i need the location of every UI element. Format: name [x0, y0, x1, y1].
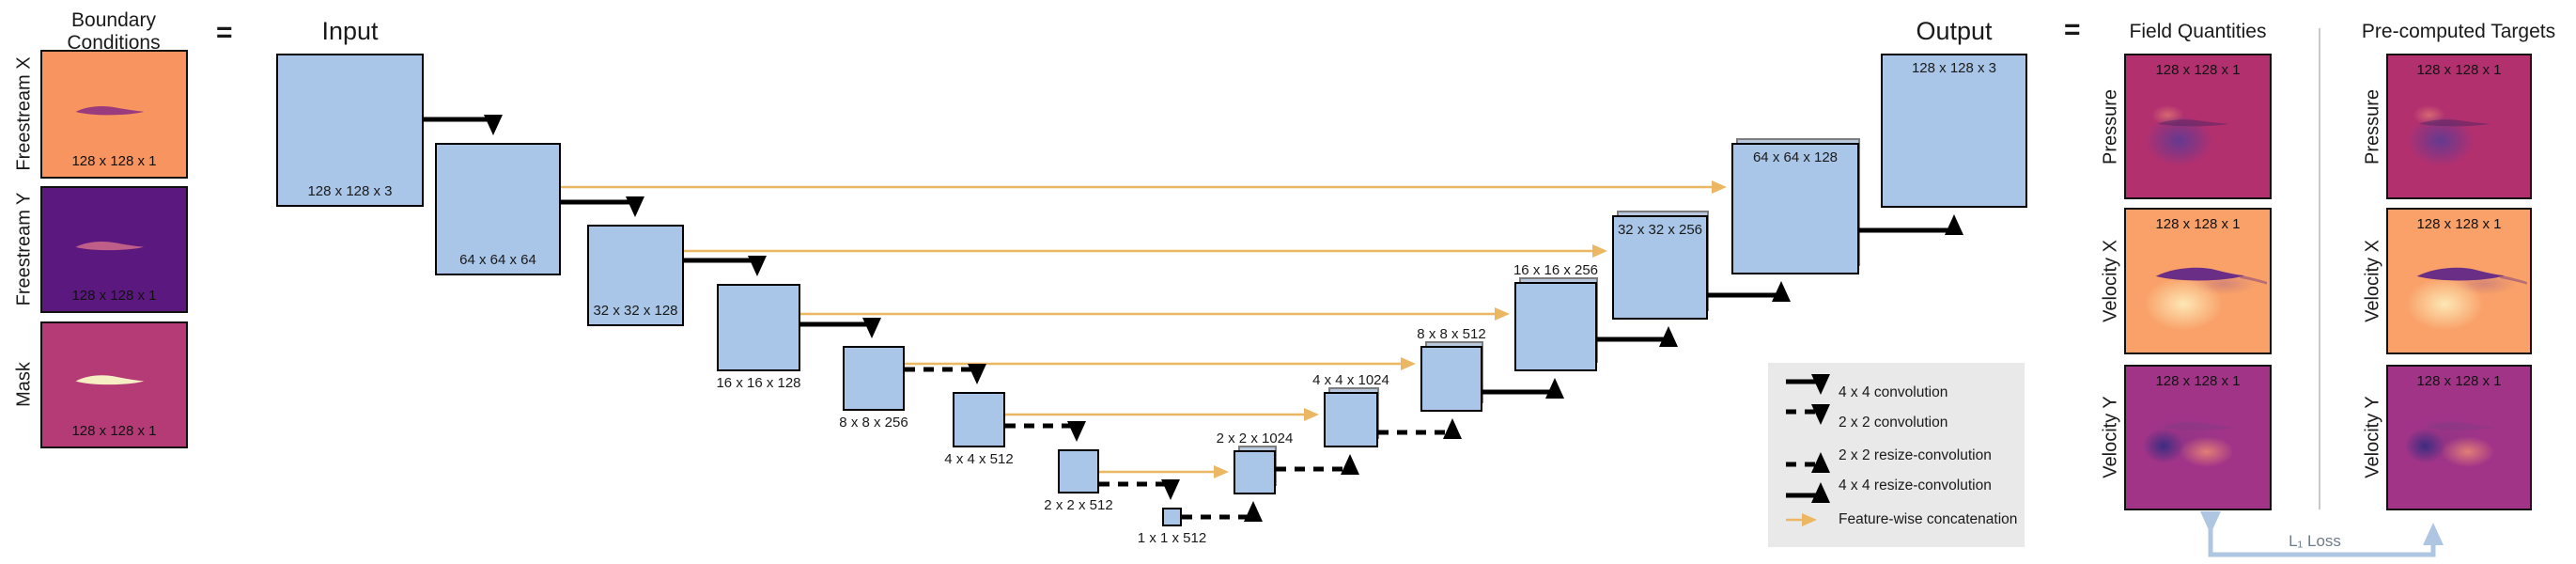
- panel-size-label: 128 x 128 x 1: [71, 153, 157, 169]
- node-size-label: 128 x 128 x 3: [1911, 60, 1997, 76]
- node-size-label: 32 x 32 x 256: [1617, 222, 1703, 238]
- legend-item-resize2: 2 x 2 resize-convolution: [1839, 447, 1992, 463]
- unet-node-dec2: 4 x 4 x 1024: [1312, 372, 1389, 447]
- boundary-conditions-title: Boundary Conditions: [67, 9, 161, 55]
- target-velocity-y-panel: 128 x 128 x 1: [2386, 365, 2532, 510]
- node-size-label: 4 x 4 x 512: [944, 451, 1014, 467]
- input-title: Input: [321, 17, 379, 45]
- fq-pressure-panel: 128 x 128 x 1: [2124, 54, 2272, 199]
- node-size-label: 16 x 16 x 256: [1513, 262, 1599, 278]
- conv-arrow-input-enc1: [424, 115, 503, 135]
- freestream-x-label: Freestream X: [13, 56, 35, 171]
- conv-arrow-enc1-enc2: [561, 196, 644, 217]
- node-size-label: 2 x 2 x 1024: [1216, 431, 1294, 446]
- targets-title: Pre-computed Targets: [2361, 21, 2556, 42]
- output-title: Output: [1916, 17, 1993, 45]
- resize-arrow-dec5-dec6: [1708, 281, 1791, 302]
- target-velocity-y-label: Velocity Y: [2362, 396, 2383, 478]
- panel-size-label: 128 x 128 x 1: [2155, 62, 2241, 78]
- legend-item-conv2: 2 x 2 convolution: [1839, 415, 1948, 431]
- equals-sign-right: =: [2064, 14, 2081, 45]
- panel-size-label: 128 x 128 x 1: [2155, 373, 2241, 389]
- fq-pressure-label: Pressure: [2100, 88, 2121, 165]
- airfoil-shape: [2157, 119, 2229, 127]
- unet-node-dec4: 16 x 16 x 256: [1513, 262, 1598, 371]
- node-size-label: 8 x 8 x 512: [1417, 326, 1486, 342]
- freestream-y-panel: 128 x 128 x 1: [40, 186, 188, 313]
- legend-item-concat: Feature-wise concatenation: [1839, 511, 2018, 527]
- l1-loss-label: L₁ Loss: [2289, 532, 2341, 550]
- unet-node-dec3: 8 x 8 x 512: [1417, 326, 1486, 412]
- resize-arrow-dec4-dec5: [1597, 326, 1678, 347]
- legend-item-resize4: 4 x 4 resize-convolution: [1839, 478, 1992, 494]
- unet-node-enc2: 32 x 32 x 128: [587, 225, 684, 326]
- unet-node-dec6: 64 x 64 x 128: [1731, 138, 1860, 274]
- target-velocity-x-label: Velocity X: [2362, 240, 2383, 322]
- unet-node-enc4: 8 x 8 x 256: [839, 346, 908, 431]
- conv-arrow-enc2-enc3: [684, 256, 767, 276]
- resize-arrow-dec2-dec3: [1378, 418, 1462, 439]
- unet-node-input: 128 x 128 x 3: [276, 54, 424, 207]
- node-size-label: 64 x 64 x 128: [1752, 149, 1839, 165]
- panel-size-label: 128 x 128 x 1: [71, 288, 157, 304]
- unet-node-enc6: 2 x 2 x 512: [1044, 449, 1113, 513]
- unet-node-dec1: 2 x 2 x 1024: [1217, 431, 1293, 494]
- fq-velocity-x-label: Velocity X: [2100, 240, 2121, 322]
- airfoil-shape: [2163, 421, 2235, 431]
- panel-size-label: 128 x 128 x 1: [2416, 62, 2502, 78]
- unet-node-bottleneck: 1 x 1 x 512: [1138, 508, 1206, 546]
- target-pressure-panel: 128 x 128 x 1: [2386, 54, 2532, 199]
- target-pressure-label: Pressure: [2362, 88, 2383, 165]
- panel-size-label: 128 x 128 x 1: [2416, 373, 2502, 389]
- panel-size-label: 128 x 128 x 1: [71, 423, 157, 439]
- airfoil-shape: [75, 105, 144, 115]
- equals-sign-left: =: [216, 17, 233, 48]
- node-size-label: 128 x 128 x 3: [307, 183, 393, 199]
- airfoil-shape: [2416, 267, 2527, 285]
- node-size-label: 8 x 8 x 256: [839, 415, 908, 431]
- resize-arrow-dec6-output: [1859, 214, 1963, 235]
- airfoil-shape: [2419, 119, 2490, 127]
- fq-velocity-y-panel: 128 x 128 x 1: [2124, 365, 2272, 510]
- legend-item-conv4: 4 x 4 convolution: [1839, 384, 1948, 400]
- resize-arrow-dec1-dec2: [1276, 454, 1359, 475]
- node-size-label: 16 x 16 x 128: [716, 375, 801, 391]
- node-size-label: 64 x 64 x 64: [459, 252, 536, 268]
- conv-arrow-enc5-enc6: [1005, 421, 1086, 442]
- airfoil-shape: [2425, 421, 2495, 431]
- panel-size-label: 128 x 128 x 1: [2155, 216, 2241, 232]
- node-size-label: 32 x 32 x 128: [593, 303, 678, 319]
- unet-node-enc1: 64 x 64 x 64: [435, 143, 561, 275]
- freestream-y-label: Freestream Y: [13, 192, 35, 306]
- airfoil-shape: [75, 375, 144, 385]
- unet-node-enc5: 4 x 4 x 512: [944, 392, 1014, 467]
- airfoil-shape: [75, 241, 144, 250]
- resize-arrow-bottleneck-dec1: [1182, 501, 1263, 522]
- unet-node-dec5: 32 x 32 x 256: [1612, 211, 1709, 320]
- node-size-label: 1 x 1 x 512: [1137, 530, 1207, 546]
- field-quantities-title: Field Quantities: [2129, 21, 2267, 42]
- fq-velocity-x-panel: 128 x 128 x 1: [2124, 208, 2272, 354]
- unet-node-output: 128 x 128 x 3: [1881, 54, 2027, 208]
- unet-node-enc3: 16 x 16 x 128: [716, 284, 801, 391]
- mask-label: Mask: [13, 362, 35, 407]
- mask-panel: 128 x 128 x 1: [40, 321, 188, 448]
- node-size-label: 2 x 2 x 512: [1044, 497, 1113, 513]
- resize-arrow-dec3-dec4: [1482, 378, 1564, 399]
- target-velocity-x-panel: 128 x 128 x 1: [2386, 208, 2532, 354]
- conv-arrow-enc3-enc4: [800, 318, 881, 338]
- airfoil-shape: [2155, 267, 2267, 285]
- node-size-label: 4 x 4 x 1024: [1312, 372, 1389, 388]
- conv-arrow-enc4-enc5: [905, 364, 986, 384]
- fq-velocity-y-label: Velocity Y: [2100, 396, 2121, 478]
- column-divider: [2319, 28, 2320, 509]
- panel-size-label: 128 x 128 x 1: [2416, 216, 2502, 232]
- conv-2x2-arrows: [905, 364, 1180, 500]
- conv-arrow-enc6-bottleneck: [1099, 479, 1180, 500]
- freestream-x-panel: 128 x 128 x 1: [40, 50, 188, 179]
